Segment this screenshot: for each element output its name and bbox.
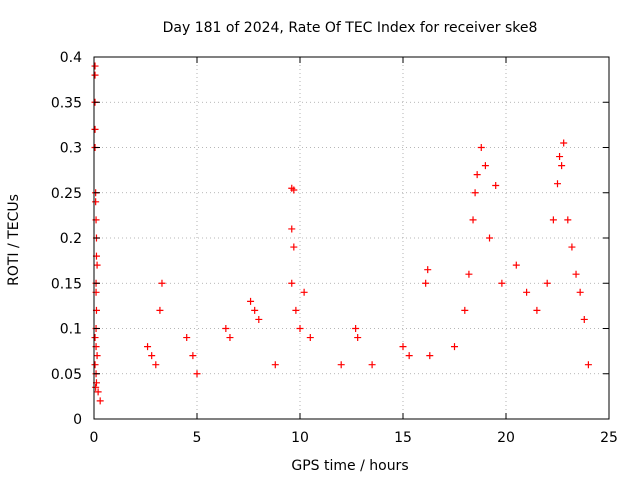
data-point [471, 189, 479, 197]
data-point [580, 315, 588, 323]
data-point [158, 279, 166, 287]
data-point [290, 186, 298, 194]
data-point [368, 361, 376, 369]
data-point [251, 306, 259, 314]
data-point [352, 325, 360, 332]
y-tick-label: 0.25 [51, 186, 82, 202]
data-point [300, 288, 308, 296]
data-point [152, 361, 160, 369]
data-point [424, 266, 432, 274]
data-point [492, 182, 500, 190]
data-point [451, 343, 458, 351]
data-point [91, 125, 99, 133]
data-point [96, 397, 104, 405]
data-point [549, 216, 557, 224]
data-point [92, 198, 100, 206]
data-point [498, 279, 506, 287]
x-tick-label: 15 [394, 430, 412, 446]
y-tick-label: 0.4 [60, 50, 82, 66]
data-point [193, 370, 201, 378]
y-tick-label: 0.05 [51, 367, 82, 383]
data-point [290, 243, 298, 251]
data-point [92, 383, 100, 391]
data-point [288, 225, 296, 233]
data-point [183, 334, 191, 342]
data-point [568, 243, 576, 251]
y-tick-label: 0.35 [51, 95, 82, 111]
data-points [91, 62, 592, 405]
data-point [91, 71, 99, 79]
data-point [533, 306, 541, 314]
data-point [560, 139, 568, 147]
data-point [572, 270, 580, 278]
data-point [222, 325, 230, 332]
data-point [554, 180, 561, 188]
grid [94, 57, 609, 419]
data-point [558, 162, 566, 170]
data-point [564, 216, 572, 224]
y-tick-label: 0.2 [60, 231, 82, 247]
data-point [465, 270, 473, 278]
data-point [523, 288, 531, 296]
data-point [477, 144, 485, 151]
data-point [399, 343, 407, 351]
data-point [271, 361, 279, 369]
data-point [144, 343, 152, 351]
y-tick-labels: 0 0.05 0.1 0.15 0.2 0.25 0.3 0.35 0.4 [51, 50, 82, 428]
data-point [91, 62, 99, 70]
y-tick-label: 0.3 [60, 141, 82, 157]
data-point [469, 216, 477, 224]
data-point [461, 306, 469, 314]
axis-ticks [93, 56, 610, 420]
data-point [91, 334, 99, 342]
data-point [512, 261, 520, 269]
data-point [473, 171, 481, 179]
data-point [354, 334, 362, 342]
x-tick-label: 20 [497, 430, 515, 446]
data-point [156, 306, 164, 314]
data-point [288, 279, 296, 287]
data-point [486, 234, 494, 242]
data-point [255, 315, 263, 323]
data-point [426, 352, 434, 360]
data-point [148, 352, 156, 360]
data-point [296, 325, 304, 332]
data-point [189, 352, 197, 360]
y-tick-label: 0 [73, 412, 82, 428]
y-tick-label: 0.1 [60, 322, 82, 338]
data-point [337, 361, 345, 369]
chart-title: Day 181 of 2024, Rate Of TEC Index for r… [163, 20, 538, 36]
data-point [481, 162, 489, 170]
x-axis-label: GPS time / hours [291, 458, 408, 474]
data-point [93, 352, 101, 360]
x-tick-label: 25 [600, 430, 618, 446]
data-point [556, 153, 564, 161]
data-point [576, 288, 584, 296]
data-point [422, 279, 430, 287]
x-tick-label: 5 [193, 430, 202, 446]
data-point [226, 334, 234, 342]
data-point [292, 306, 300, 314]
x-tick-labels: 0 5 10 15 20 25 [90, 430, 618, 446]
data-point [94, 388, 102, 396]
data-point [584, 361, 592, 369]
plot-frame [93, 56, 610, 420]
data-point [405, 352, 413, 360]
y-axis-label: ROTI / TECUs [6, 194, 22, 286]
data-point [93, 261, 101, 269]
x-tick-label: 10 [291, 430, 309, 446]
data-point [91, 361, 99, 369]
y-tick-label: 0.15 [51, 276, 82, 292]
data-point [247, 297, 255, 305]
data-point [306, 334, 314, 342]
x-tick-label: 0 [90, 430, 99, 446]
data-point [543, 279, 551, 287]
